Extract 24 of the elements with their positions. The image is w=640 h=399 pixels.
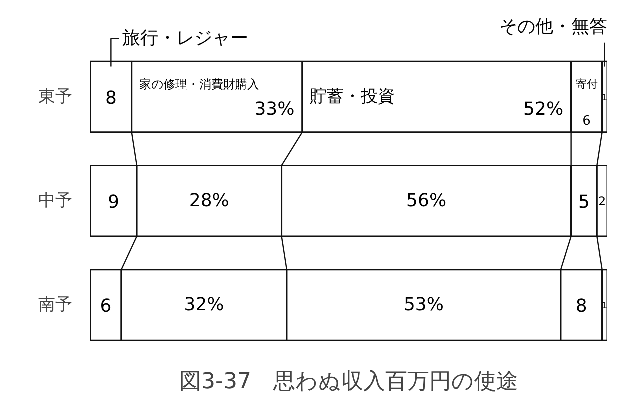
data-label: 5 — [578, 192, 590, 214]
data-label: 1 — [602, 94, 608, 104]
data-label: 6 — [100, 296, 112, 318]
series-label: その他・無答 — [500, 16, 608, 38]
legend-label: 寄付 — [576, 78, 598, 92]
data-label: 8 — [576, 296, 588, 318]
data-label: 32% — [184, 294, 224, 316]
y-tick-label: 東予 — [38, 87, 72, 107]
data-label: 33% — [254, 98, 295, 120]
data-label: 28% — [189, 190, 230, 212]
data-label: 1 — [602, 302, 608, 312]
data-label: 52% — [524, 98, 564, 120]
y-tick-label: 中予 — [38, 191, 72, 212]
series-label: 家の修理・消費財購入 — [140, 78, 260, 92]
text: 図3-37 思わぬ収入百万円の使途 — [180, 370, 518, 394]
data-label: 6 — [582, 114, 591, 129]
data-label: 9 — [108, 192, 120, 214]
series-label: 貯蓄・投資 — [310, 87, 396, 107]
data-label: 2 — [598, 194, 606, 209]
y-tick-label: 南予 — [38, 295, 72, 316]
data-label: 56% — [406, 190, 447, 212]
series-label: 旅行・レジャー — [122, 28, 249, 50]
data-label: 8 — [105, 88, 117, 109]
data-label: 53% — [404, 294, 444, 316]
